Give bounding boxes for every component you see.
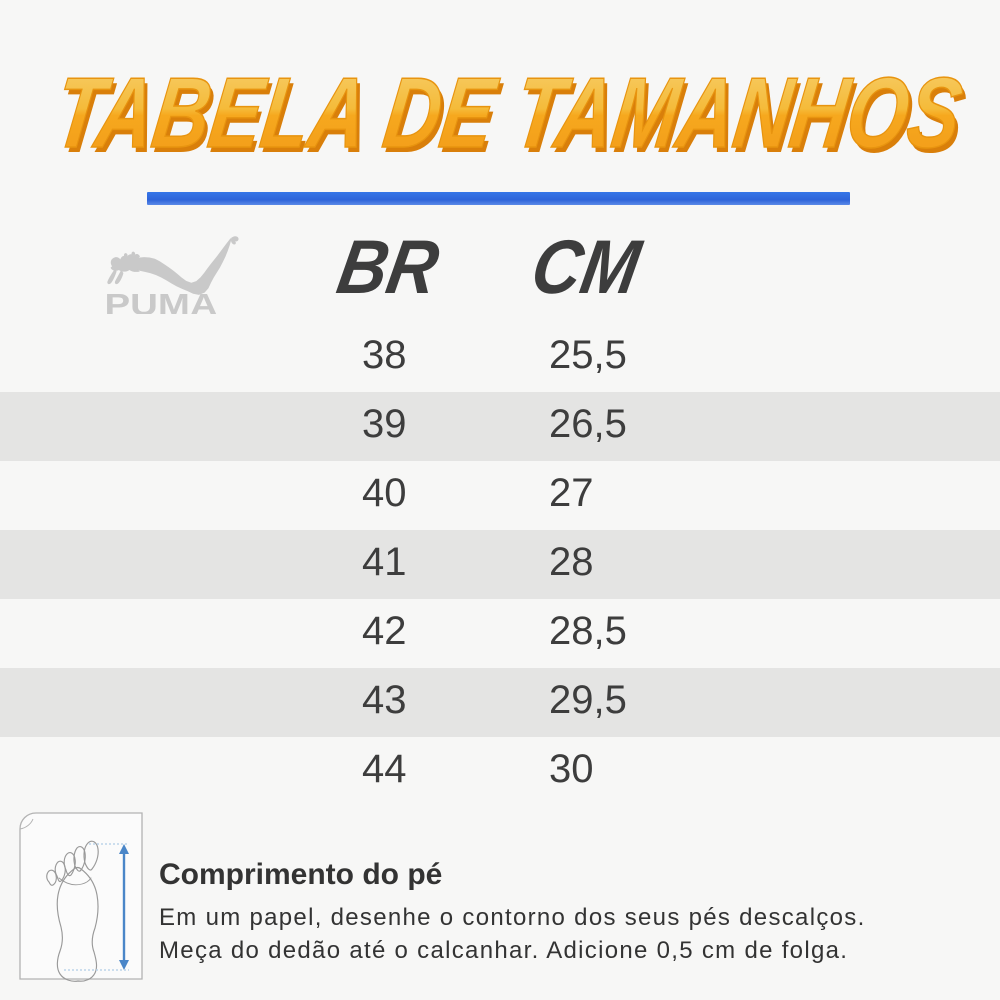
svg-text:TABELA DE TAMANHOS: TABELA DE TAMANHOS — [48, 57, 969, 168]
